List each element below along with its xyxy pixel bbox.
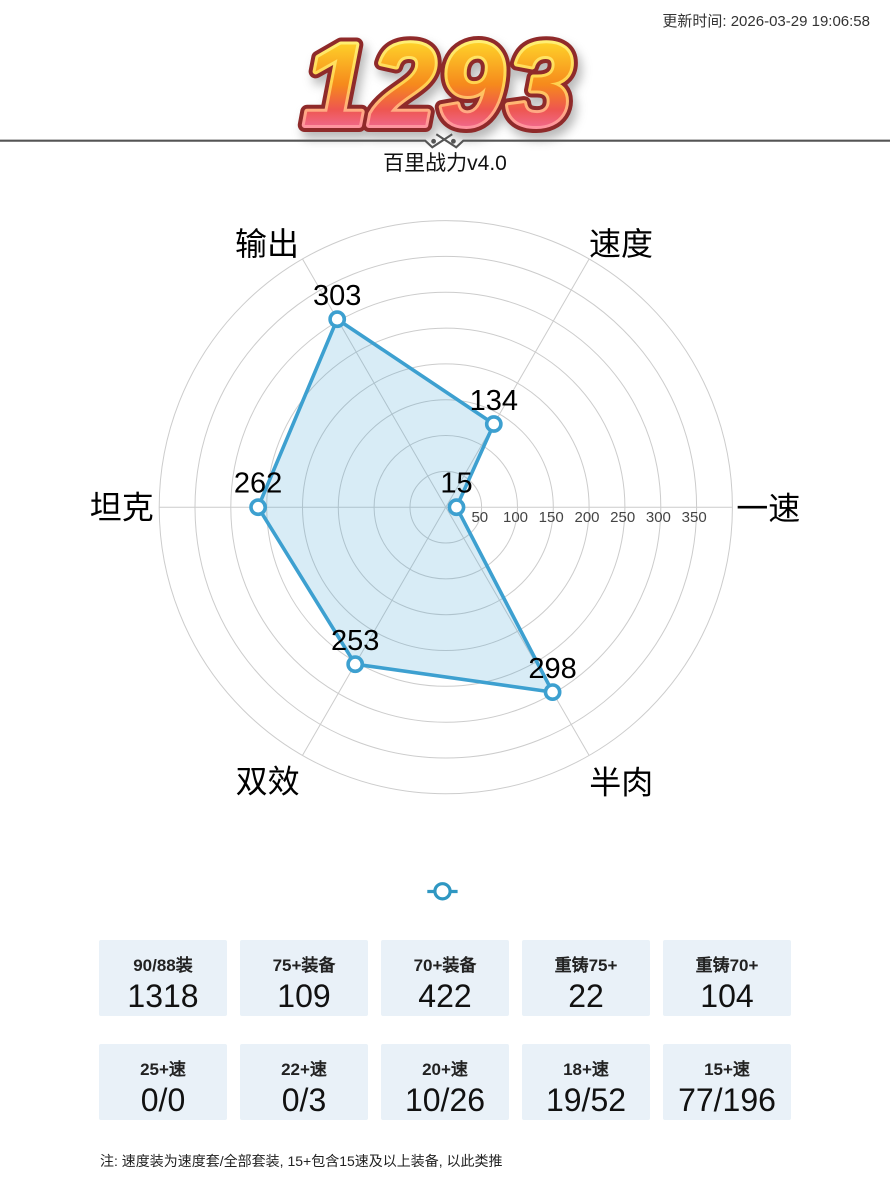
svg-text:253: 253	[331, 625, 379, 657]
svg-text:15: 15	[440, 468, 472, 500]
svg-text:300: 300	[646, 509, 671, 526]
svg-text:200: 200	[574, 509, 599, 526]
svg-text:输出: 输出	[235, 226, 299, 262]
svg-text:100: 100	[503, 509, 528, 526]
svg-text:134: 134	[470, 385, 518, 417]
svg-text:一速: 一速	[736, 491, 800, 527]
svg-text:298: 298	[528, 653, 576, 685]
svg-text:262: 262	[234, 468, 282, 500]
svg-text:1293: 1293	[303, 19, 575, 150]
svg-text:坦克: 坦克	[90, 490, 154, 526]
svg-text:半肉: 半肉	[589, 765, 653, 801]
svg-text:1293: 1293	[303, 19, 575, 150]
svg-text:50: 50	[471, 509, 488, 526]
svg-text:双效: 双效	[236, 764, 300, 800]
svg-text:250: 250	[610, 509, 635, 526]
svg-text:1293: 1293	[303, 19, 575, 150]
svg-text:速度: 速度	[589, 226, 653, 262]
svg-text:150: 150	[539, 509, 564, 526]
svg-text:350: 350	[682, 509, 707, 526]
svg-text:303: 303	[313, 280, 361, 312]
